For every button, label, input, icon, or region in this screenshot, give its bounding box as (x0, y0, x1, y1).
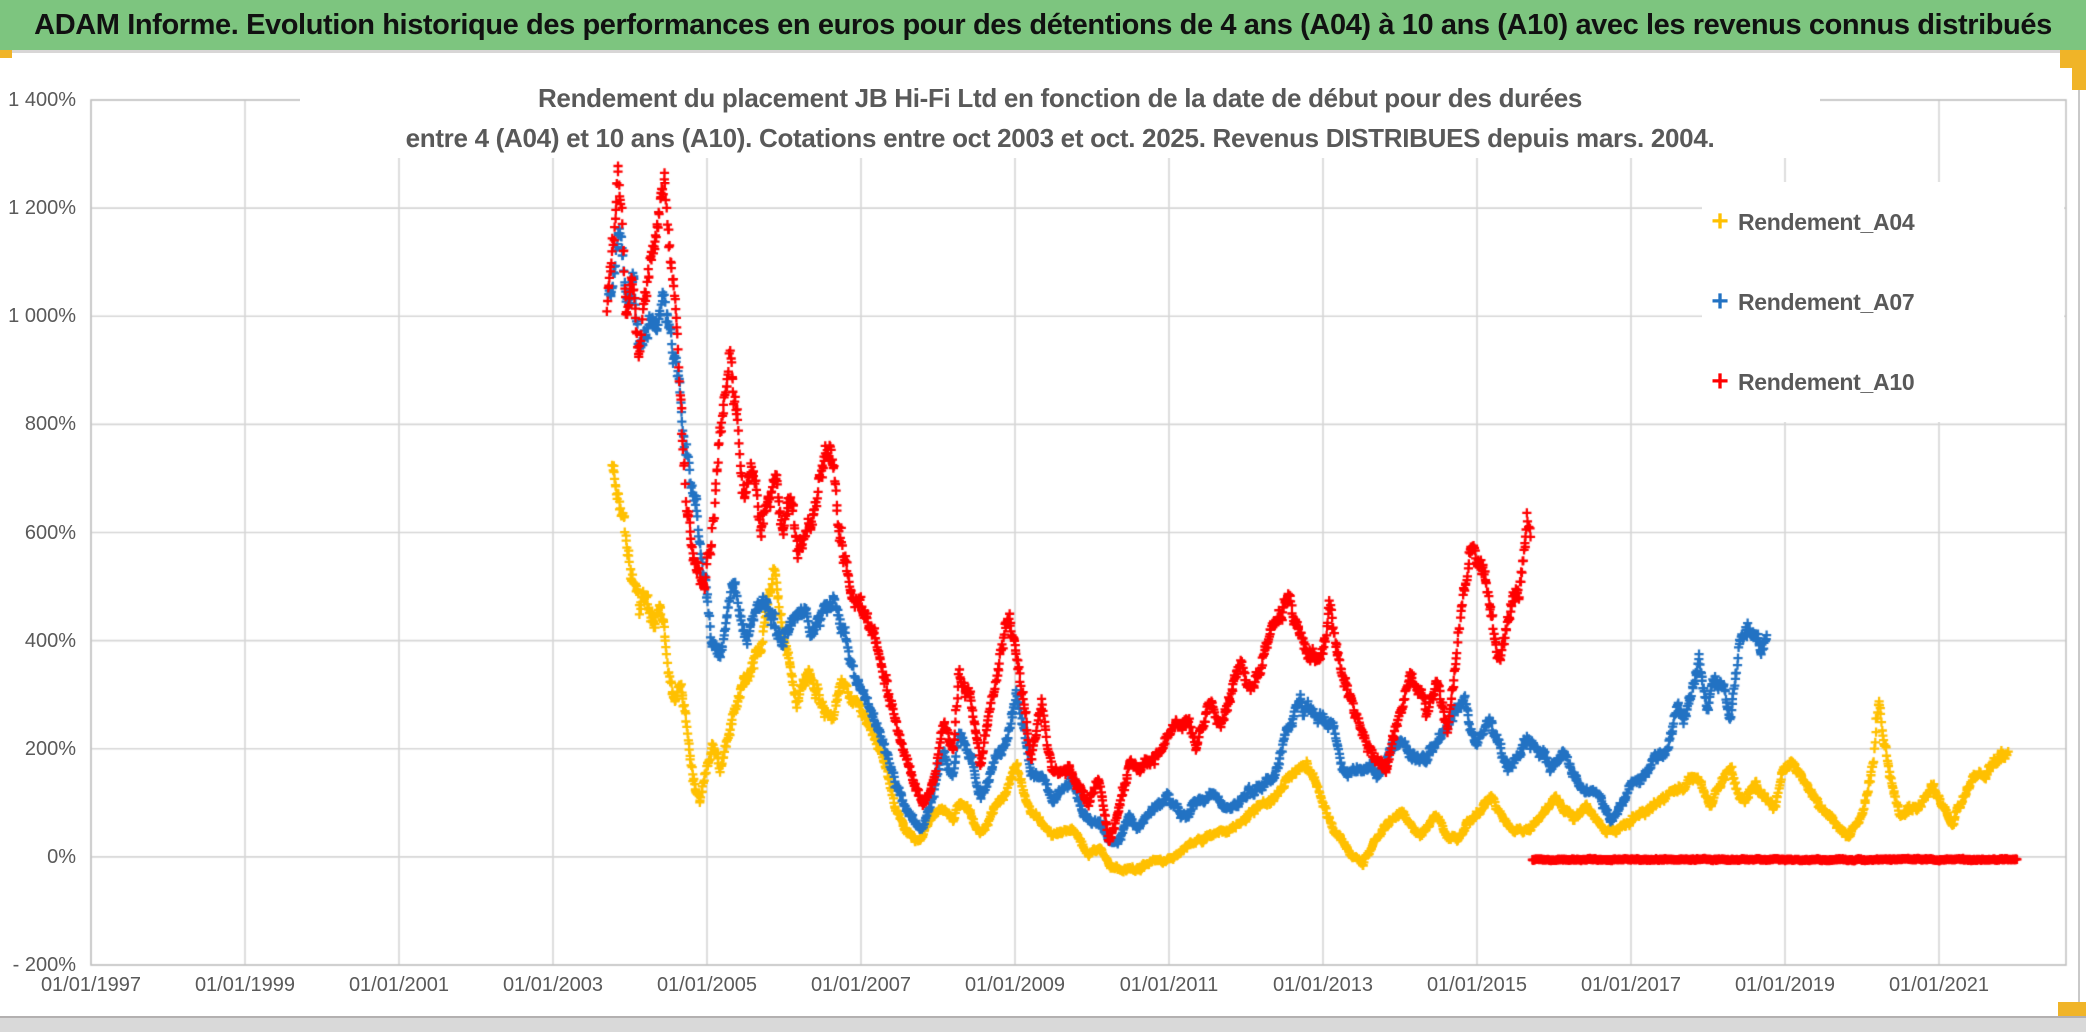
x-tick-label: 01/01/1999 (194, 974, 296, 996)
sheet-edge-line (2078, 90, 2080, 1016)
legend-label: Rendement_A07 (1738, 288, 1915, 315)
banner-title: ADAM Informe. Evolution historique des p… (34, 8, 2052, 41)
y-tick-label: 1 400% (8, 89, 76, 111)
x-tick-label: 01/01/2007 (810, 974, 912, 996)
x-tick-label: 01/01/2019 (1734, 974, 1836, 996)
x-tick-label: 01/01/2017 (1580, 974, 1682, 996)
legend-label: Rendement_A10 (1738, 368, 1915, 395)
legend-label: Rendement_A04 (1738, 208, 1915, 235)
x-tick-label: 01/01/2015 (1426, 974, 1528, 996)
x-tick-label: 01/01/2009 (964, 974, 1066, 996)
frame-accent-left (0, 50, 12, 58)
x-tick-label: 01/01/2001 (348, 974, 450, 996)
y-tick-label: 1 200% (8, 197, 76, 220)
chart-title: Rendement du placement JB Hi-Fi Ltd en f… (300, 78, 1820, 158)
y-tick-label: 1 000% (8, 305, 76, 328)
plus-marker-icon: + (1711, 285, 1729, 318)
x-tick-label: 01/01/2021 (1888, 974, 1990, 996)
x-tick-label: 01/01/2013 (1272, 974, 1374, 996)
x-tick-label: 01/01/2003 (502, 974, 604, 996)
y-tick-label: 400% (24, 629, 76, 652)
x-tick-label: 01/01/2011 (1119, 974, 1219, 996)
frame-accent-bottom-right (2058, 1002, 2086, 1016)
chart-legend: + Rendement_A04 + Rendement_A07 + Rendem… (1702, 182, 2064, 422)
header-banner: ADAM Informe. Evolution historique des p… (0, 0, 2086, 53)
y-tick-label: 200% (24, 737, 76, 760)
bottom-strip (0, 1016, 2086, 1032)
y-tick-label: - 200% (12, 954, 76, 976)
legend-item-a07[interactable]: + Rendement_A07 (1702, 262, 2064, 342)
plus-marker-icon: + (1711, 365, 1729, 398)
frame-accent-top-right-tail (2072, 50, 2086, 90)
legend-item-a04[interactable]: + Rendement_A04 (1702, 182, 2064, 262)
y-tick-label: 0% (47, 845, 76, 868)
y-tick-label: 800% (24, 413, 76, 436)
x-tick-label: 01/01/2005 (656, 974, 758, 996)
legend-item-a10[interactable]: + Rendement_A10 (1702, 342, 2064, 422)
chart-title-line2: entre 4 (A04) et 10 ans (A10). Cotations… (405, 123, 1715, 153)
x-tick-label: 01/01/1997 (40, 974, 142, 996)
plus-marker-icon: + (1711, 205, 1729, 238)
chart-title-line1: Rendement du placement JB Hi-Fi Ltd en f… (537, 83, 1583, 113)
y-tick-label: 600% (24, 521, 76, 544)
